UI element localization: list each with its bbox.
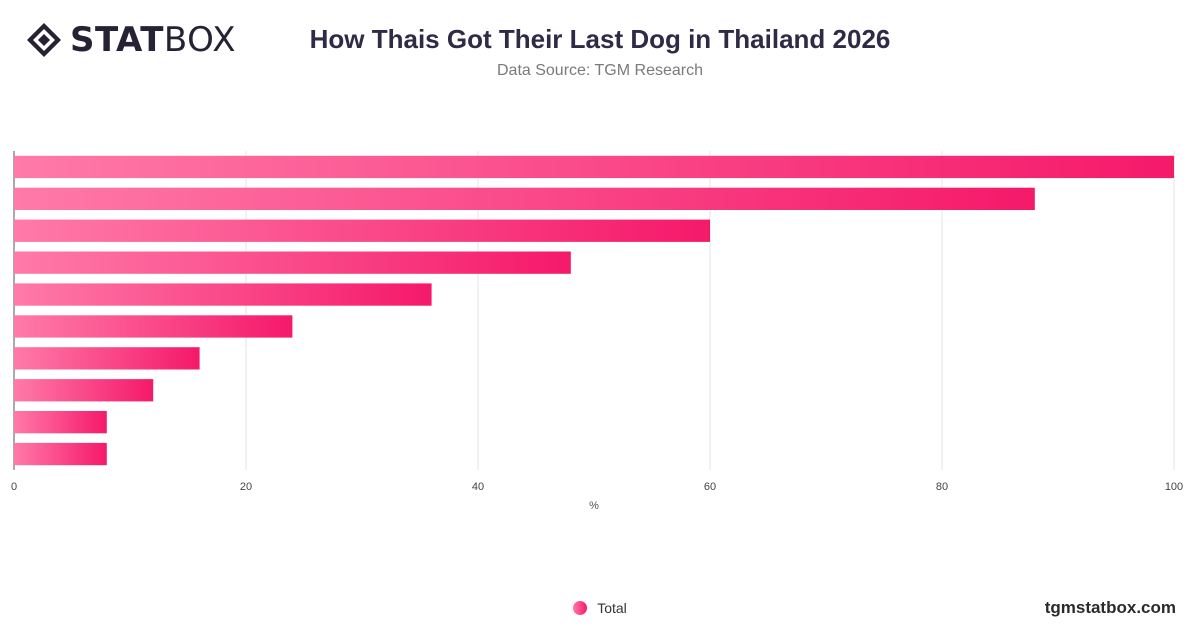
bar[interactable] bbox=[14, 251, 571, 274]
site-url: tgmstatbox.com bbox=[1044, 598, 1176, 617]
legend-swatch bbox=[573, 601, 588, 615]
bar[interactable] bbox=[14, 411, 107, 434]
bar-chart: 0 20 40 60 80 100 % bbox=[11, 151, 1183, 512]
x-tick-label: 100 bbox=[1165, 481, 1183, 493]
diamond-logo-icon bbox=[27, 23, 61, 57]
bar[interactable] bbox=[14, 283, 432, 306]
bar[interactable] bbox=[14, 347, 200, 370]
logo-wordmark: STATBOX bbox=[70, 22, 236, 58]
bar[interactable] bbox=[14, 219, 710, 242]
brand-logo: STATBOX bbox=[26, 22, 236, 58]
x-axis-label: % bbox=[589, 500, 599, 512]
x-tick-label: 80 bbox=[936, 481, 948, 493]
bar[interactable] bbox=[14, 315, 293, 338]
legend-item-total[interactable]: Total bbox=[597, 600, 627, 616]
x-tick-label: 40 bbox=[472, 481, 484, 493]
chart-legend[interactable]: Total bbox=[0, 600, 1200, 616]
bar[interactable] bbox=[14, 187, 1035, 210]
chart-subtitle: Data Source: TGM Research bbox=[496, 62, 703, 79]
x-tick-label: 60 bbox=[704, 481, 716, 493]
logo-text-light: BOX bbox=[163, 20, 237, 60]
chart-title: How Thais Got Their Last Dog in Thailand… bbox=[309, 24, 891, 54]
x-tick-label: 20 bbox=[240, 481, 252, 493]
x-tick-label: 0 bbox=[11, 481, 17, 493]
logo-text-bold: STAT bbox=[70, 20, 164, 60]
bar[interactable] bbox=[14, 379, 154, 402]
bar[interactable] bbox=[14, 442, 107, 466]
bar[interactable] bbox=[14, 155, 1174, 179]
